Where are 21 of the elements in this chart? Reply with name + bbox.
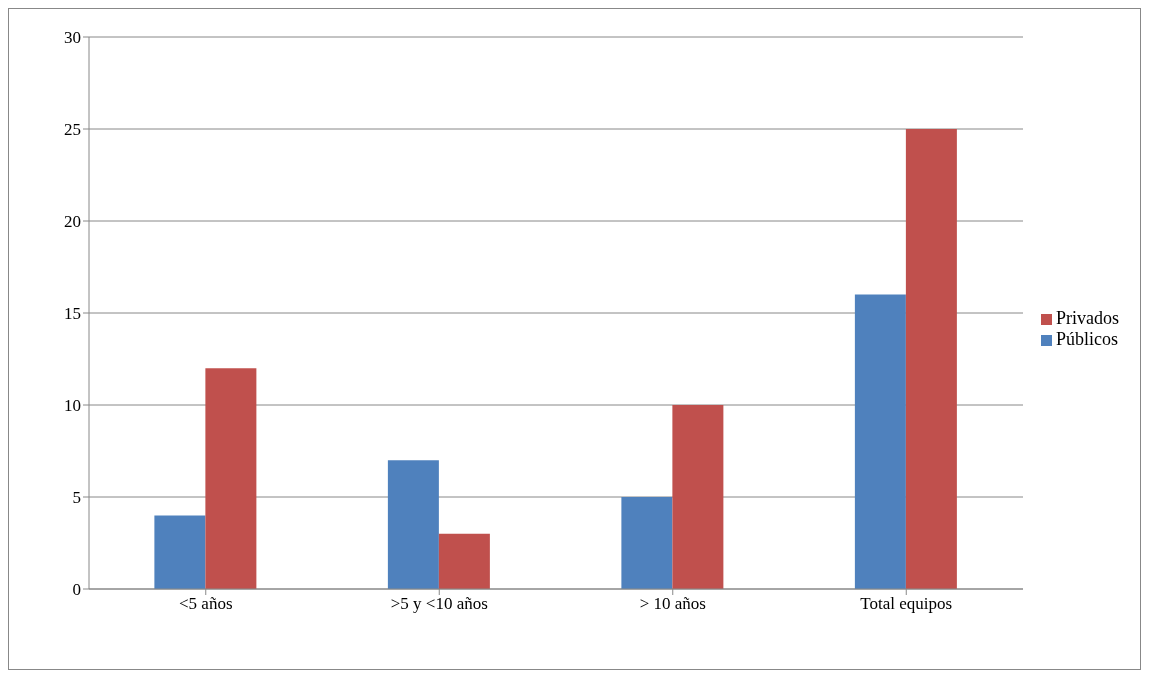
bar: [387, 460, 439, 589]
bar: [854, 294, 906, 589]
x-tick-label: Total equipos: [860, 594, 953, 614]
x-tick-label: > 10 años: [639, 594, 706, 614]
legend-label: Públicos: [1056, 329, 1119, 349]
legend-label: Privados: [1056, 308, 1119, 328]
bar: [438, 533, 490, 589]
y-tick-label: 30: [64, 28, 81, 48]
bar: [205, 368, 257, 589]
bar: [154, 515, 206, 589]
bar: [905, 129, 957, 589]
bar: [672, 405, 724, 589]
y-tick-label: 25: [64, 120, 81, 140]
y-tick-label: 5: [72, 488, 81, 508]
y-tick-label: 0: [72, 580, 81, 600]
y-tick-label: 15: [64, 304, 81, 324]
x-tick-label: >5 y <10 años: [390, 594, 488, 614]
bar: [621, 497, 673, 589]
x-tick-label: <5 años: [179, 594, 233, 614]
y-tick-label: 10: [64, 396, 81, 416]
y-tick-label: 20: [64, 212, 81, 232]
